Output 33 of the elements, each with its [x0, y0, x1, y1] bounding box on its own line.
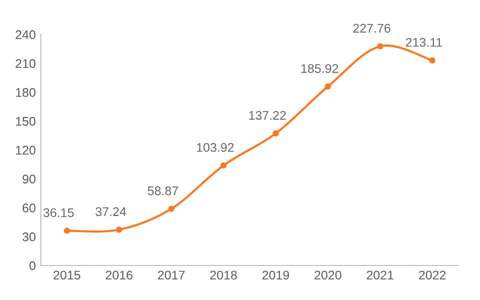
data-label: 58.87: [148, 186, 178, 196]
point: [429, 57, 436, 64]
x-tick-label: 2021: [366, 270, 394, 280]
y-tick-label: 90: [22, 174, 36, 184]
data-label: 36.15: [43, 208, 74, 218]
y-tick-label: 30: [22, 232, 36, 242]
data-label: 37.24: [96, 207, 126, 216]
data-label: 213.11: [406, 38, 442, 47]
point: [272, 130, 279, 137]
data-label: 185.92: [301, 64, 338, 73]
point: [168, 206, 174, 212]
y-tick-label: 210: [16, 59, 36, 68]
x-tick-label: 2022: [419, 270, 446, 280]
data-label: 103.92: [197, 143, 234, 152]
point: [324, 83, 332, 90]
y-tick-label: 180: [16, 88, 36, 97]
x-tick-label: 2015: [54, 270, 80, 280]
data-label: 137.22: [249, 110, 286, 120]
point: [220, 162, 227, 169]
point: [64, 228, 70, 234]
data-label: 227.76: [353, 24, 390, 33]
y-tick-label: 240: [16, 30, 36, 40]
point: [116, 226, 122, 233]
y-tick-label: 150: [16, 116, 36, 126]
x-tick-label: 2020: [314, 270, 342, 280]
x-tick-label: 2018: [210, 270, 237, 280]
point: [376, 43, 384, 50]
y-tick-label: 120: [16, 146, 36, 155]
x-tick-label: 2019: [262, 270, 290, 280]
x-tick-label: 2016: [106, 270, 132, 280]
y-tick-label: 60: [22, 204, 36, 212]
x-tick-label: 2017: [158, 270, 185, 280]
y-tick-label: 0: [29, 261, 36, 270]
